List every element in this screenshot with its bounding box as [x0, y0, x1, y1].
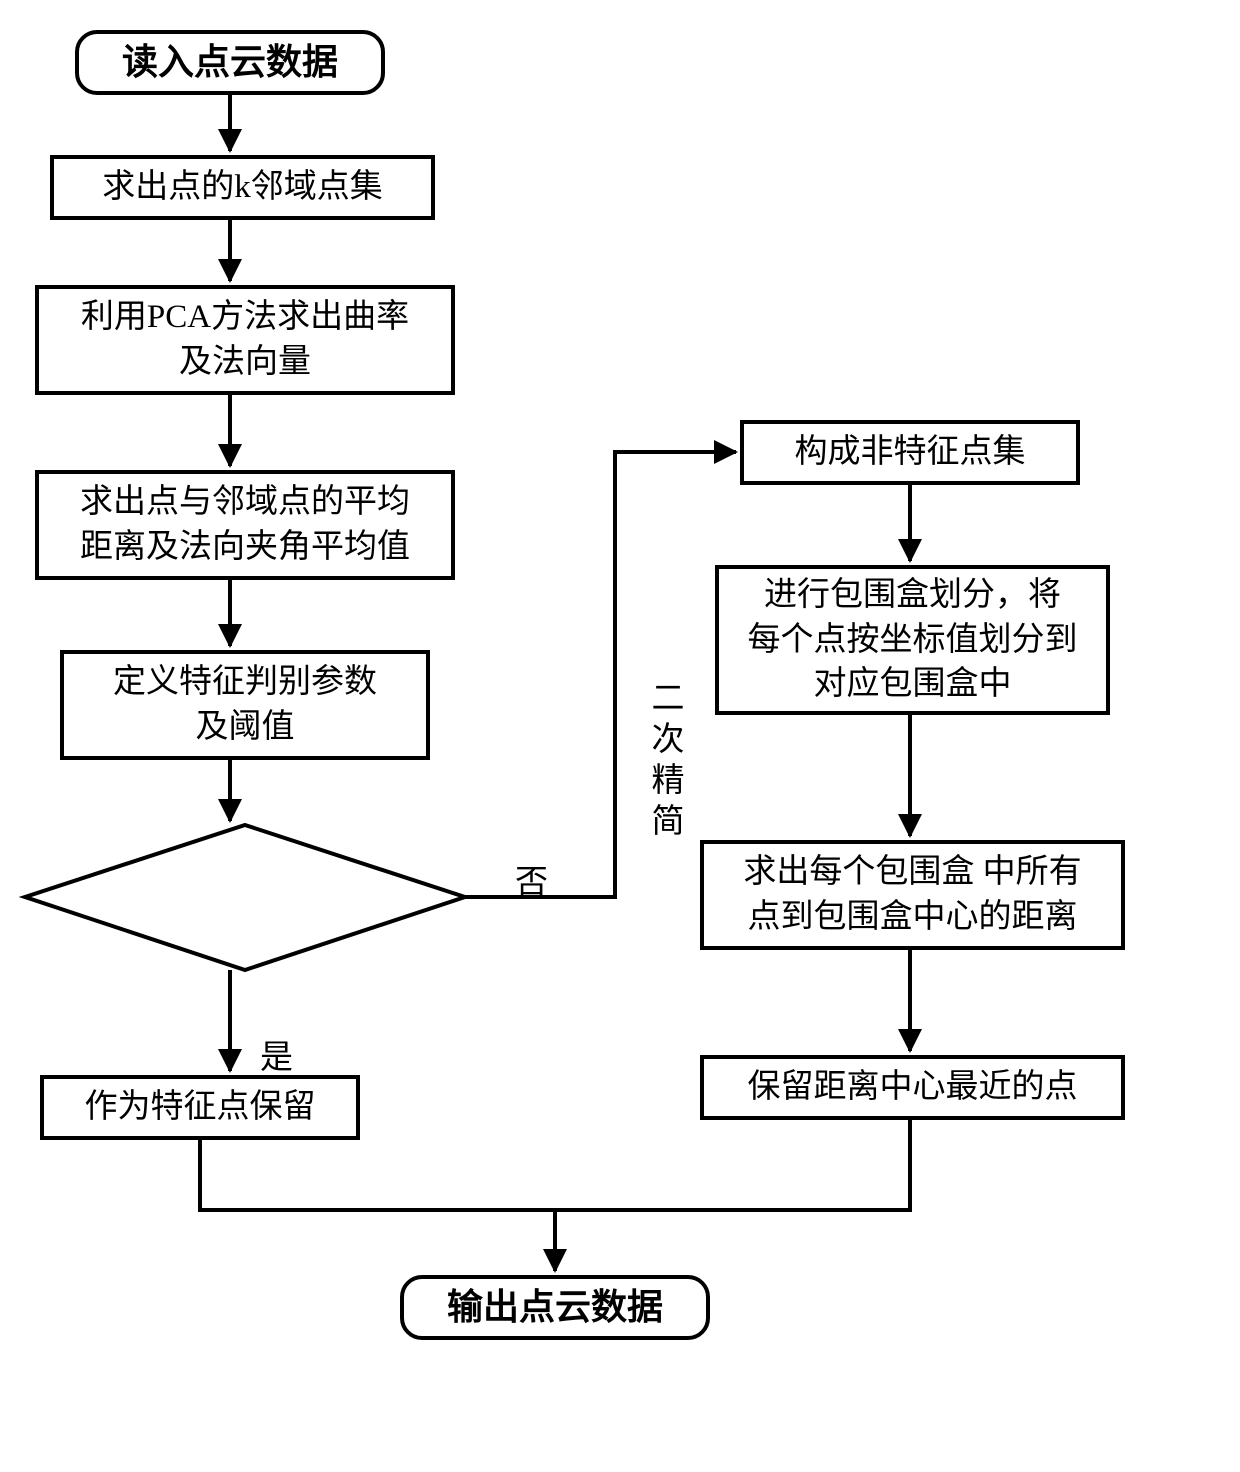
- side-label-secondary-simplify: 二次精简: [640, 680, 688, 844]
- node-decision: 判断参数是 否大于阈值: [25, 825, 465, 970]
- node-kneighbor: 求出点的k邻域点集: [50, 155, 435, 220]
- node-end-text: 输出点云数据: [447, 1283, 663, 1332]
- node-define: 定义特征判别参数 及阈值: [60, 650, 430, 760]
- node-define-text: 定义特征判别参数 及阈值: [113, 660, 377, 749]
- edge-label-yes: 是: [260, 1030, 293, 1078]
- node-start-text: 读入点云数据: [122, 38, 338, 87]
- node-pca: 利用PCA方法求出曲率 及法向量: [35, 285, 455, 395]
- node-kneighbor-text: 求出点的k邻域点集: [102, 165, 383, 210]
- node-bbox: 进行包围盒划分，将 每个点按坐标值划分到 对应包围盒中: [715, 565, 1110, 715]
- node-keepfeat-text: 作为特征点保留: [85, 1085, 316, 1130]
- node-avgdist: 求出点与邻域点的平均 距离及法向夹角平均值: [35, 470, 455, 580]
- side-label-text: 二次精简: [646, 680, 682, 844]
- edge-label-yes-text: 是: [260, 1040, 293, 1076]
- node-keepnear: 保留距离中心最近的点: [700, 1055, 1125, 1120]
- node-distcenter-text: 求出每个包围盒 中所有 点到包围盒中心的距离: [743, 850, 1081, 939]
- edge-label-no: 否: [515, 855, 548, 903]
- node-keepfeat: 作为特征点保留: [40, 1075, 360, 1140]
- node-nonfeat-text: 构成非特征点集: [795, 430, 1026, 475]
- edge-label-no-text: 否: [515, 865, 548, 901]
- node-pca-text: 利用PCA方法求出曲率 及法向量: [81, 295, 409, 384]
- node-distcenter: 求出每个包围盒 中所有 点到包围盒中心的距离: [700, 840, 1125, 950]
- node-bbox-text: 进行包围盒划分，将 每个点按坐标值划分到 对应包围盒中: [748, 573, 1078, 707]
- node-end: 输出点云数据: [400, 1275, 710, 1340]
- node-avgdist-text: 求出点与邻域点的平均 距离及法向夹角平均值: [80, 480, 410, 569]
- node-keepnear-text: 保留距离中心最近的点: [748, 1065, 1078, 1110]
- node-decision-text: 判断参数是 否大于阈值: [163, 853, 328, 942]
- node-start: 读入点云数据: [75, 30, 385, 95]
- node-nonfeat: 构成非特征点集: [740, 420, 1080, 485]
